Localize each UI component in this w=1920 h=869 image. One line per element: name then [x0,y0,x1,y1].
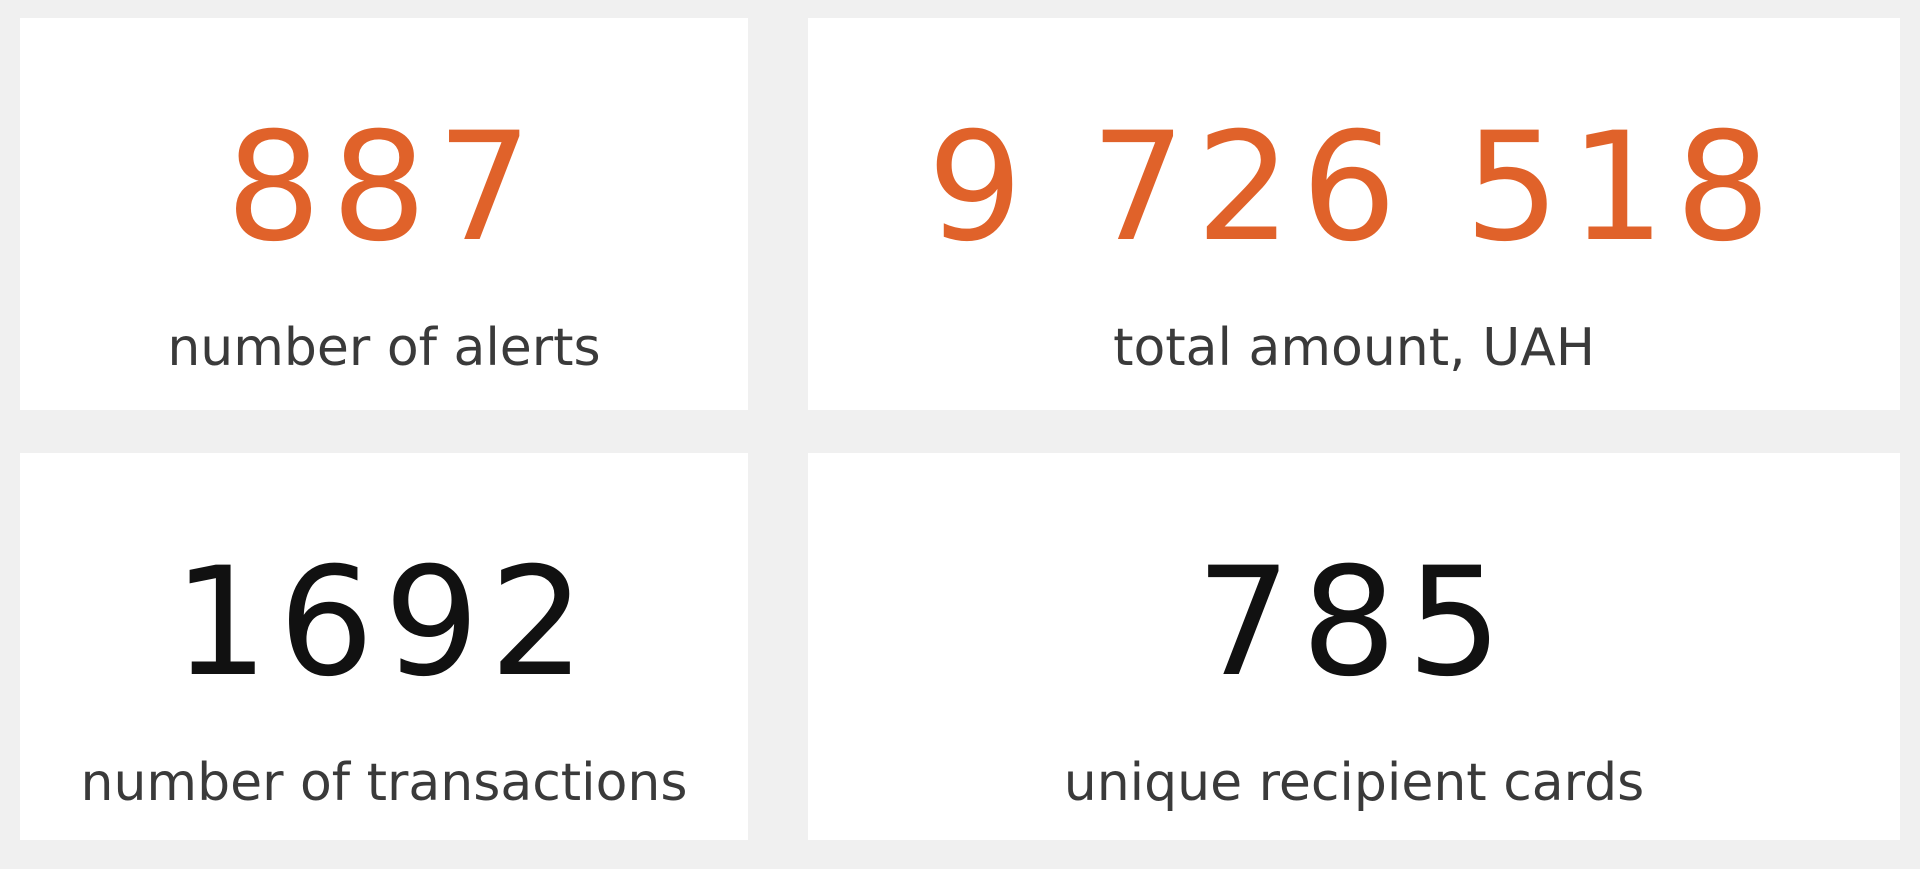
kpi-label: unique recipient cards [1063,753,1645,813]
kpi-card: 1692 number of transactions [20,453,748,840]
kpi-card: 9 726 518 total amount, UAH [808,18,1900,410]
kpi-value: 785 [1195,536,1513,710]
kpi-value: 1692 [173,536,595,710]
kpi-label: number of transactions [80,753,688,813]
kpi-label: number of alerts [167,318,601,378]
kpi-value: 887 [225,101,543,275]
kpi-card: 785 unique recipient cards [808,453,1900,840]
kpi-value: 9 726 518 [927,101,1781,275]
kpi-label: total amount, UAH [1113,318,1595,378]
kpi-card: 887 number of alerts [20,18,748,410]
